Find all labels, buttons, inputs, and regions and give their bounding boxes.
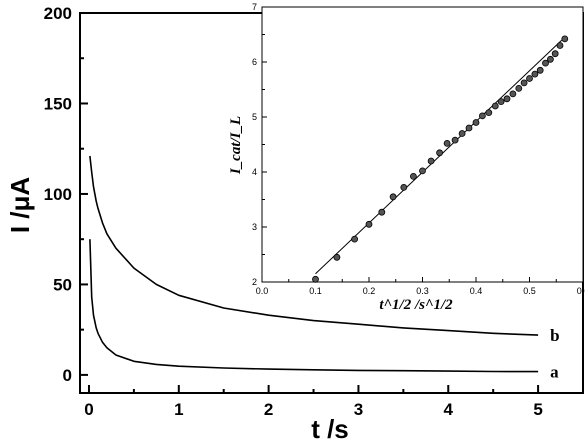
inset-x-tick-label: 0.0 <box>256 286 269 296</box>
main-y-axis-label: I /μA <box>5 177 35 234</box>
inset-x-tick-label: 0.6 <box>577 286 585 296</box>
series-a-label: a <box>550 363 559 382</box>
inset-y-tick-label: 5 <box>252 112 257 122</box>
main-x-tick-label: 0 <box>84 400 93 419</box>
inset-data-point <box>556 42 564 49</box>
inset-x-tick-label: 0.3 <box>416 286 429 296</box>
inset-y-tick-label: 3 <box>252 222 257 232</box>
inset-data-point <box>542 59 549 67</box>
inset-data-point <box>485 109 493 116</box>
inset-data-point <box>472 119 480 126</box>
inset-x-tick-label: 0.5 <box>523 286 536 296</box>
inset-data-point <box>351 235 359 243</box>
inset-data-point <box>561 35 569 43</box>
inset-data-point <box>478 112 486 120</box>
main-y-tick-label: 200 <box>44 4 72 23</box>
inset-y-ticks: 2 3 4 5 6 7 <box>252 2 267 287</box>
inset-y-tick-label: 7 <box>252 2 257 12</box>
inset-plot: 2 3 4 5 6 7 0.0 0.1 0.2 0.3 0.4 0.5 0.6 I_cat/I_L t… <box>228 2 585 313</box>
inset-data-point <box>400 183 408 191</box>
inset-data-point <box>526 75 533 82</box>
main-y-tick-label: 150 <box>44 94 72 113</box>
main-x-axis-label: t /s <box>311 414 349 444</box>
inset-data-point <box>419 167 426 175</box>
inset-data-point <box>333 253 341 261</box>
inset-data-point <box>389 193 397 201</box>
inset-data-point <box>427 157 435 165</box>
inset-marks <box>312 35 569 283</box>
inset-x-tick-label: 0.4 <box>470 286 483 296</box>
series-b-line <box>89 155 539 336</box>
inset-y-axis-label: I_cat/I_L <box>228 116 244 175</box>
inset-x-axis-label: t^1/2 /s^1/2 <box>379 297 453 313</box>
main-curves: ab <box>89 155 560 382</box>
inset-data-point <box>365 220 373 228</box>
inset-data-point <box>465 124 473 132</box>
inset-x-ticks: 0.0 0.1 0.2 0.3 0.4 0.5 0.6 <box>256 277 585 296</box>
inset-data-point <box>509 90 517 98</box>
series-b-label: b <box>550 326 559 345</box>
inset-data-point <box>520 79 528 87</box>
main-x-ticks: 0 1 2 3 4 5 <box>84 385 543 419</box>
main-x-tick-label: 4 <box>444 400 454 419</box>
inset-data-point <box>458 130 466 137</box>
main-y-ticks: 0 50 100 150 200 <box>44 4 88 385</box>
inset-data-point <box>409 172 417 180</box>
inset-y-tick-label: 6 <box>252 57 257 67</box>
inset-data-point <box>378 208 386 216</box>
inset-x-tick-label: 0.2 <box>363 286 376 296</box>
inset-x-tick-label: 0.1 <box>309 286 322 296</box>
inset-data-point <box>443 139 451 147</box>
inset-data-point <box>451 136 459 144</box>
inset-data-point <box>491 102 499 110</box>
inset-data-point <box>536 66 544 74</box>
main-y-tick-label: 50 <box>53 275 72 294</box>
main-plot: 0 50 100 150 200 0 1 2 3 4 5 ab I /μA t /s <box>5 4 584 444</box>
inset-data-point <box>436 149 444 157</box>
inset-data-point <box>312 275 319 283</box>
inset-data-point <box>531 70 539 78</box>
series-a-line <box>89 239 539 373</box>
main-x-tick-label: 5 <box>533 400 542 419</box>
inset-y-tick-label: 2 <box>252 277 257 287</box>
inset-data-point <box>497 98 505 105</box>
inset-data-point <box>551 50 559 58</box>
main-y-tick-label: 0 <box>63 366 72 385</box>
inset-plot-frame <box>261 6 584 283</box>
main-y-tick-label: 100 <box>44 185 72 204</box>
main-x-tick-label: 1 <box>174 400 183 419</box>
inset-y-tick-label: 4 <box>252 167 257 177</box>
inset-data-point <box>503 95 511 103</box>
main-x-tick-label: 3 <box>354 400 363 419</box>
inset-data-point <box>547 55 554 63</box>
inset-data-point <box>515 85 523 92</box>
main-x-tick-label: 2 <box>264 400 273 419</box>
